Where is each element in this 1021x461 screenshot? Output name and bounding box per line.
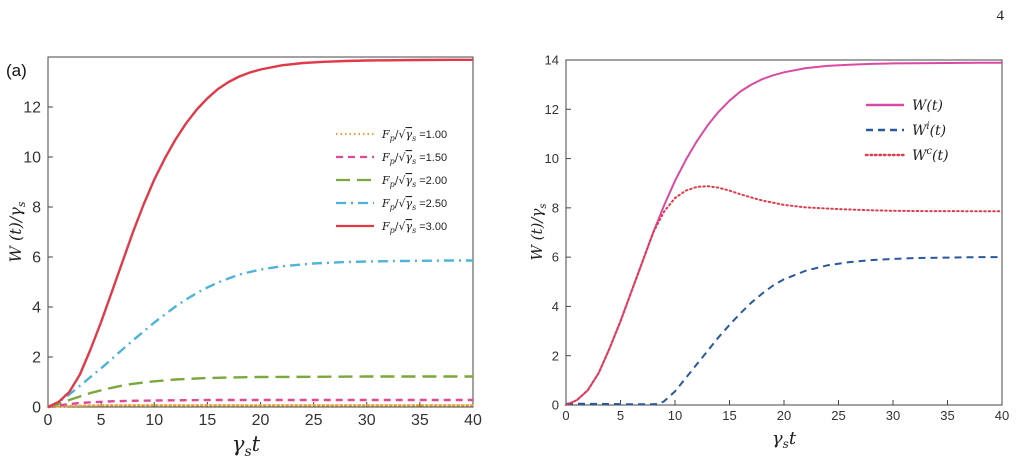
panel-a-legend-entry: Fp/√γs =2.00	[381, 174, 447, 189]
panel-a-y-tick-label: 10	[23, 150, 41, 167]
panel-a-legend-entry: Fp/√γs =3.00	[381, 220, 447, 235]
panel-b-series-line-2	[566, 256, 1002, 406]
panel-b-y-axis-label: W (t)/γs	[528, 203, 549, 260]
panel-a-series-line-3	[47, 375, 473, 409]
panel-a-y-tick-label: 0	[32, 400, 41, 417]
panel-a-y-tick-label: 2	[32, 350, 41, 367]
panel-a-y-tick-label: 12	[23, 100, 41, 117]
panel-a-x-tick-label: 0	[44, 412, 53, 429]
panel-b-x-axis-label: γst	[772, 428, 797, 451]
panel-a: (a) 0 2 4 6 8 10 12 0 5 10 15 20 25 30 35 40 Fp/√γs =1…	[6, 56, 482, 460]
panel-b-series	[565, 61, 1003, 406]
panel-a-x-tick-label: 5	[97, 412, 106, 429]
panel-a-legend-entry: Fp/√γs =1.00	[381, 128, 447, 143]
panel-a-y-axis-label: W (t)/γs	[6, 201, 28, 262]
panel-b-y-tick-label: 12	[545, 102, 559, 117]
panel-b-series-line-1	[565, 61, 1002, 406]
panel-b-legend: W(t) Wi(t) Wc(t)	[864, 98, 949, 164]
panel-b-y-tick-label: 6	[552, 250, 559, 265]
panel-b-x-ticks: 0 5 10 15 20 25 30 35 40	[562, 400, 1009, 423]
panel-a-y-tick-label: 8	[32, 200, 41, 217]
panel-a-x-tick-label: 10	[145, 412, 163, 429]
panel-b-x-tick-label: 25	[831, 408, 845, 423]
panel-a-x-tick-label: 40	[464, 412, 482, 429]
panel-a-series	[46, 58, 475, 409]
panel-a-x-tick-label: 35	[411, 412, 429, 429]
panel-b-x-tick-label: 35	[940, 408, 954, 423]
panel-a-x-tick-label: 15	[198, 412, 216, 429]
panel-b-x-tick-label: 0	[562, 408, 569, 423]
panel-a-series-line-2	[47, 398, 473, 409]
panel-a-legend-entry: Fp/√γs =2.50	[381, 197, 447, 212]
panel-b-x-tick-label: 20	[777, 408, 791, 423]
panel-a-label: (a)	[6, 61, 27, 80]
panel-a-legend: Fp/√γs =1.00 Fp/√γs =1.50 Fp/√γs =2.00 Fp/√…	[336, 128, 447, 235]
panel-b-legend-entry: W(t)	[912, 98, 943, 114]
panel-b-legend-entry: Wc(t)	[912, 146, 949, 164]
panel-a-y-tick-label: 6	[32, 250, 41, 267]
panel-a-y-ticks: 0 2 4 6 8 10 12	[23, 100, 53, 417]
panel-b-y-tick-label: 2	[552, 348, 559, 363]
panel-b-legend-entry: Wi(t)	[912, 121, 946, 139]
panel-b-y-tick-label: 0	[552, 398, 559, 413]
panel-a-x-tick-label: 20	[252, 412, 270, 429]
panel-a-x-ticks: 0 5 10 15 20 25 30 35 40	[44, 402, 482, 429]
panel-b-y-tick-label: 8	[552, 200, 559, 215]
panel-a-series-line-1	[46, 404, 475, 409]
panel-b-x-tick-label: 40	[995, 408, 1009, 423]
panel-b: 0 2 4 6 8 10 12 14 0 5 10 15 20 25 30 35 40 W(t) Wi(t) Wc…	[528, 53, 1009, 451]
panel-a-legend-entry: Fp/√γs =1.50	[381, 151, 447, 166]
panel-b-y-tick-label: 14	[545, 53, 559, 68]
page-number: 4	[997, 8, 1005, 24]
panel-a-y-tick-label: 4	[32, 300, 41, 317]
panel-a-x-tick-label: 25	[305, 412, 323, 429]
panel-a-series-line-4	[47, 259, 473, 409]
panel-b-x-tick-label: 5	[617, 408, 624, 423]
panel-b-x-tick-label: 30	[886, 408, 900, 423]
panel-a-x-tick-label: 30	[358, 412, 376, 429]
panel-a-x-axis-label: γst	[232, 432, 261, 460]
panel-b-y-tick-label: 10	[545, 151, 559, 166]
panel-b-x-tick-label: 10	[668, 408, 682, 423]
panel-b-y-tick-label: 4	[552, 299, 559, 314]
panel-b-x-tick-label: 15	[722, 408, 736, 423]
panel-a-series-line-5	[47, 58, 473, 409]
panel-b-y-ticks: 0 2 4 6 8 10 12 14	[545, 53, 571, 413]
panel-b-series-line-3	[565, 185, 1003, 406]
